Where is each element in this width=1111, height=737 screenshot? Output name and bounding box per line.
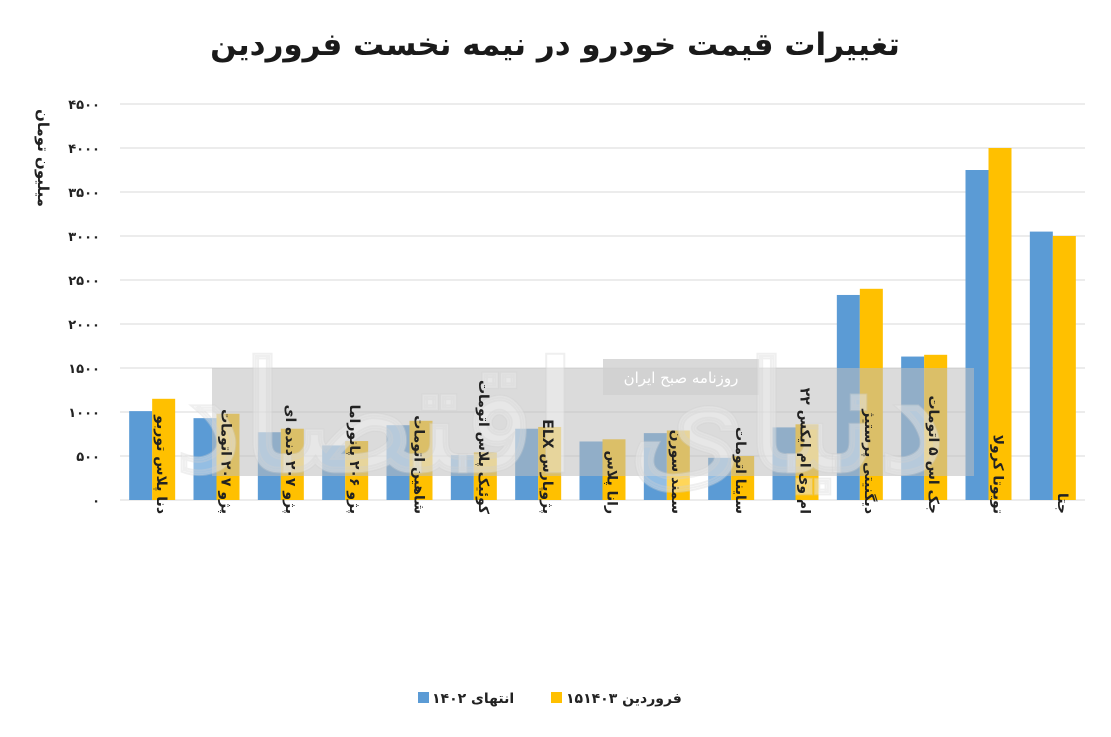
x-axis-labels: دنا پلاس توربو پژو ۲۰۷ اتومات پژو ۲۰۷ دنده… bbox=[153, 380, 1070, 515]
legend-swatch-series1 bbox=[418, 692, 429, 703]
x-category-label: پژو ۲۰۷ اتومات bbox=[218, 409, 234, 514]
legend-swatch-series2 bbox=[551, 692, 562, 703]
y-tick-label: ۵۰۰ bbox=[76, 450, 100, 465]
watermark-label-box bbox=[603, 359, 759, 395]
x-category-label: پژوپارس ELX bbox=[539, 419, 555, 514]
legend: انتهای ۱۴۰۲ ۱۵فروردین ۱۴۰۳ bbox=[418, 691, 682, 707]
x-category-label: تویوتا کرولا bbox=[990, 435, 1006, 514]
y-tick-label: ۱۵۰۰ bbox=[68, 362, 100, 377]
x-category-label: کوئیک پلاس اتومات bbox=[475, 380, 491, 515]
x-category-label: دنا پلاس توربو bbox=[153, 414, 169, 514]
y-tick-label: ۴۰۰۰ bbox=[68, 142, 100, 157]
x-category-label: پژو ۲۰۷ دنده ای bbox=[282, 405, 298, 514]
watermark-logo: دنیای اقتصاد bbox=[175, 330, 945, 506]
x-category-label: ساینا اتومات bbox=[732, 427, 748, 514]
bar-series2 bbox=[1052, 236, 1076, 500]
y-tick-label: ۳۰۰۰ bbox=[68, 230, 100, 245]
bar-series1 bbox=[1029, 231, 1053, 500]
x-category-label: جک اس ۵ اتومات bbox=[925, 395, 941, 514]
y-tick-label: ۲۵۰۰ bbox=[68, 274, 100, 289]
y-tick-label: ۱۰۰۰ bbox=[68, 406, 100, 421]
x-category-label: پژو ۲۰۶ پانوراما bbox=[346, 405, 362, 514]
watermark-label: روزنامه صبح ایران bbox=[624, 369, 739, 387]
x-category-label: سمند سورن bbox=[668, 430, 684, 514]
y-axis-ticks: ۰ ۵۰۰ ۱۰۰۰ ۱۵۰۰ ۲۰۰۰ ۲۵۰۰ ۳۰۰۰ ۳۵۰۰ ۴۰۰۰ ۴۵۰۰ bbox=[68, 98, 100, 509]
y-tick-label: ۰ bbox=[92, 494, 100, 509]
chart-title: تغییرات قیمت خودرو در نیمه نخست فروردین bbox=[210, 27, 900, 63]
watermark: روزنامه صبح ایران دنیای اقتصاد bbox=[174, 329, 974, 507]
x-category-label: رانا پلاس bbox=[604, 451, 620, 514]
x-category-label: ام وی ام ایکس ۲۲ bbox=[797, 388, 813, 514]
x-category-label: شاهین اتومات bbox=[411, 415, 427, 514]
watermark-band bbox=[212, 368, 974, 476]
x-category-label: جتا bbox=[1054, 493, 1070, 514]
y-tick-label: ۲۰۰۰ bbox=[68, 318, 100, 333]
bar-series1 bbox=[129, 411, 153, 500]
legend-label-series2: ۱۵فروردین ۱۴۰۳ bbox=[566, 691, 682, 707]
bar-series2 bbox=[988, 148, 1012, 500]
bar-series2 bbox=[152, 398, 176, 500]
y-axis-label: میلیون تومان bbox=[34, 109, 52, 207]
legend-label-series1: انتهای ۱۴۰۲ bbox=[432, 691, 514, 707]
bar-series1 bbox=[193, 418, 217, 500]
x-category-label: دیگنیتی پرستیژ bbox=[861, 408, 878, 514]
y-tick-label: ۴۵۰۰ bbox=[68, 98, 100, 113]
y-tick-label: ۳۵۰۰ bbox=[68, 186, 100, 201]
